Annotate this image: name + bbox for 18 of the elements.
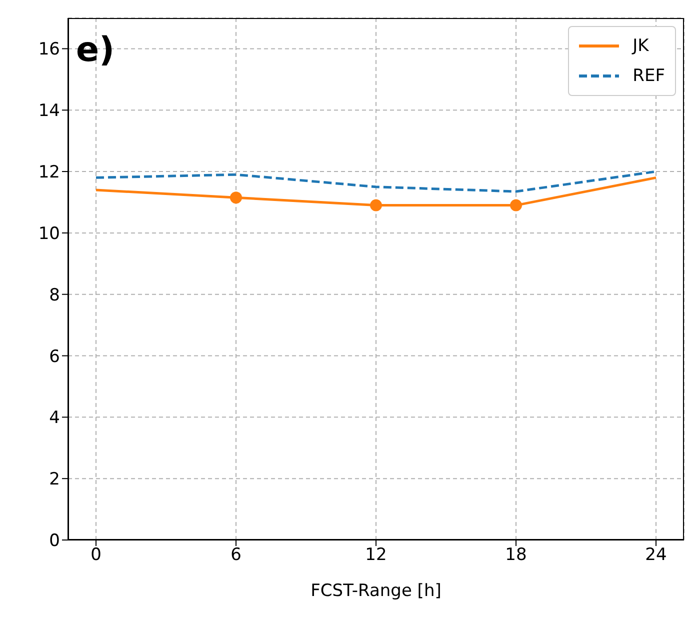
x-tick-label: 0 xyxy=(90,545,102,566)
y-tick-label: 4 xyxy=(49,408,60,428)
annotation: e) xyxy=(76,30,115,70)
y-tick-label: 6 xyxy=(49,346,60,367)
y-tick-label: 8 xyxy=(49,285,60,306)
x-tick-label: 24 xyxy=(645,545,667,566)
x-tick-label: 18 xyxy=(505,545,527,566)
y-tick-label: 0 xyxy=(49,531,60,552)
x-tick-label: 12 xyxy=(365,545,387,566)
y-tick-label: 10 xyxy=(38,224,60,244)
y-tick-label: 2 xyxy=(49,470,60,490)
y-tick-label: 16 xyxy=(38,40,60,60)
legend-label: JK xyxy=(632,36,649,56)
y-tick-label: 14 xyxy=(38,101,60,122)
legend-label: REF xyxy=(632,66,665,86)
x-axis-title: FCST-Range [h] xyxy=(310,581,442,601)
y-tick-label: 12 xyxy=(38,162,60,183)
x-tick-label: 6 xyxy=(230,545,242,566)
